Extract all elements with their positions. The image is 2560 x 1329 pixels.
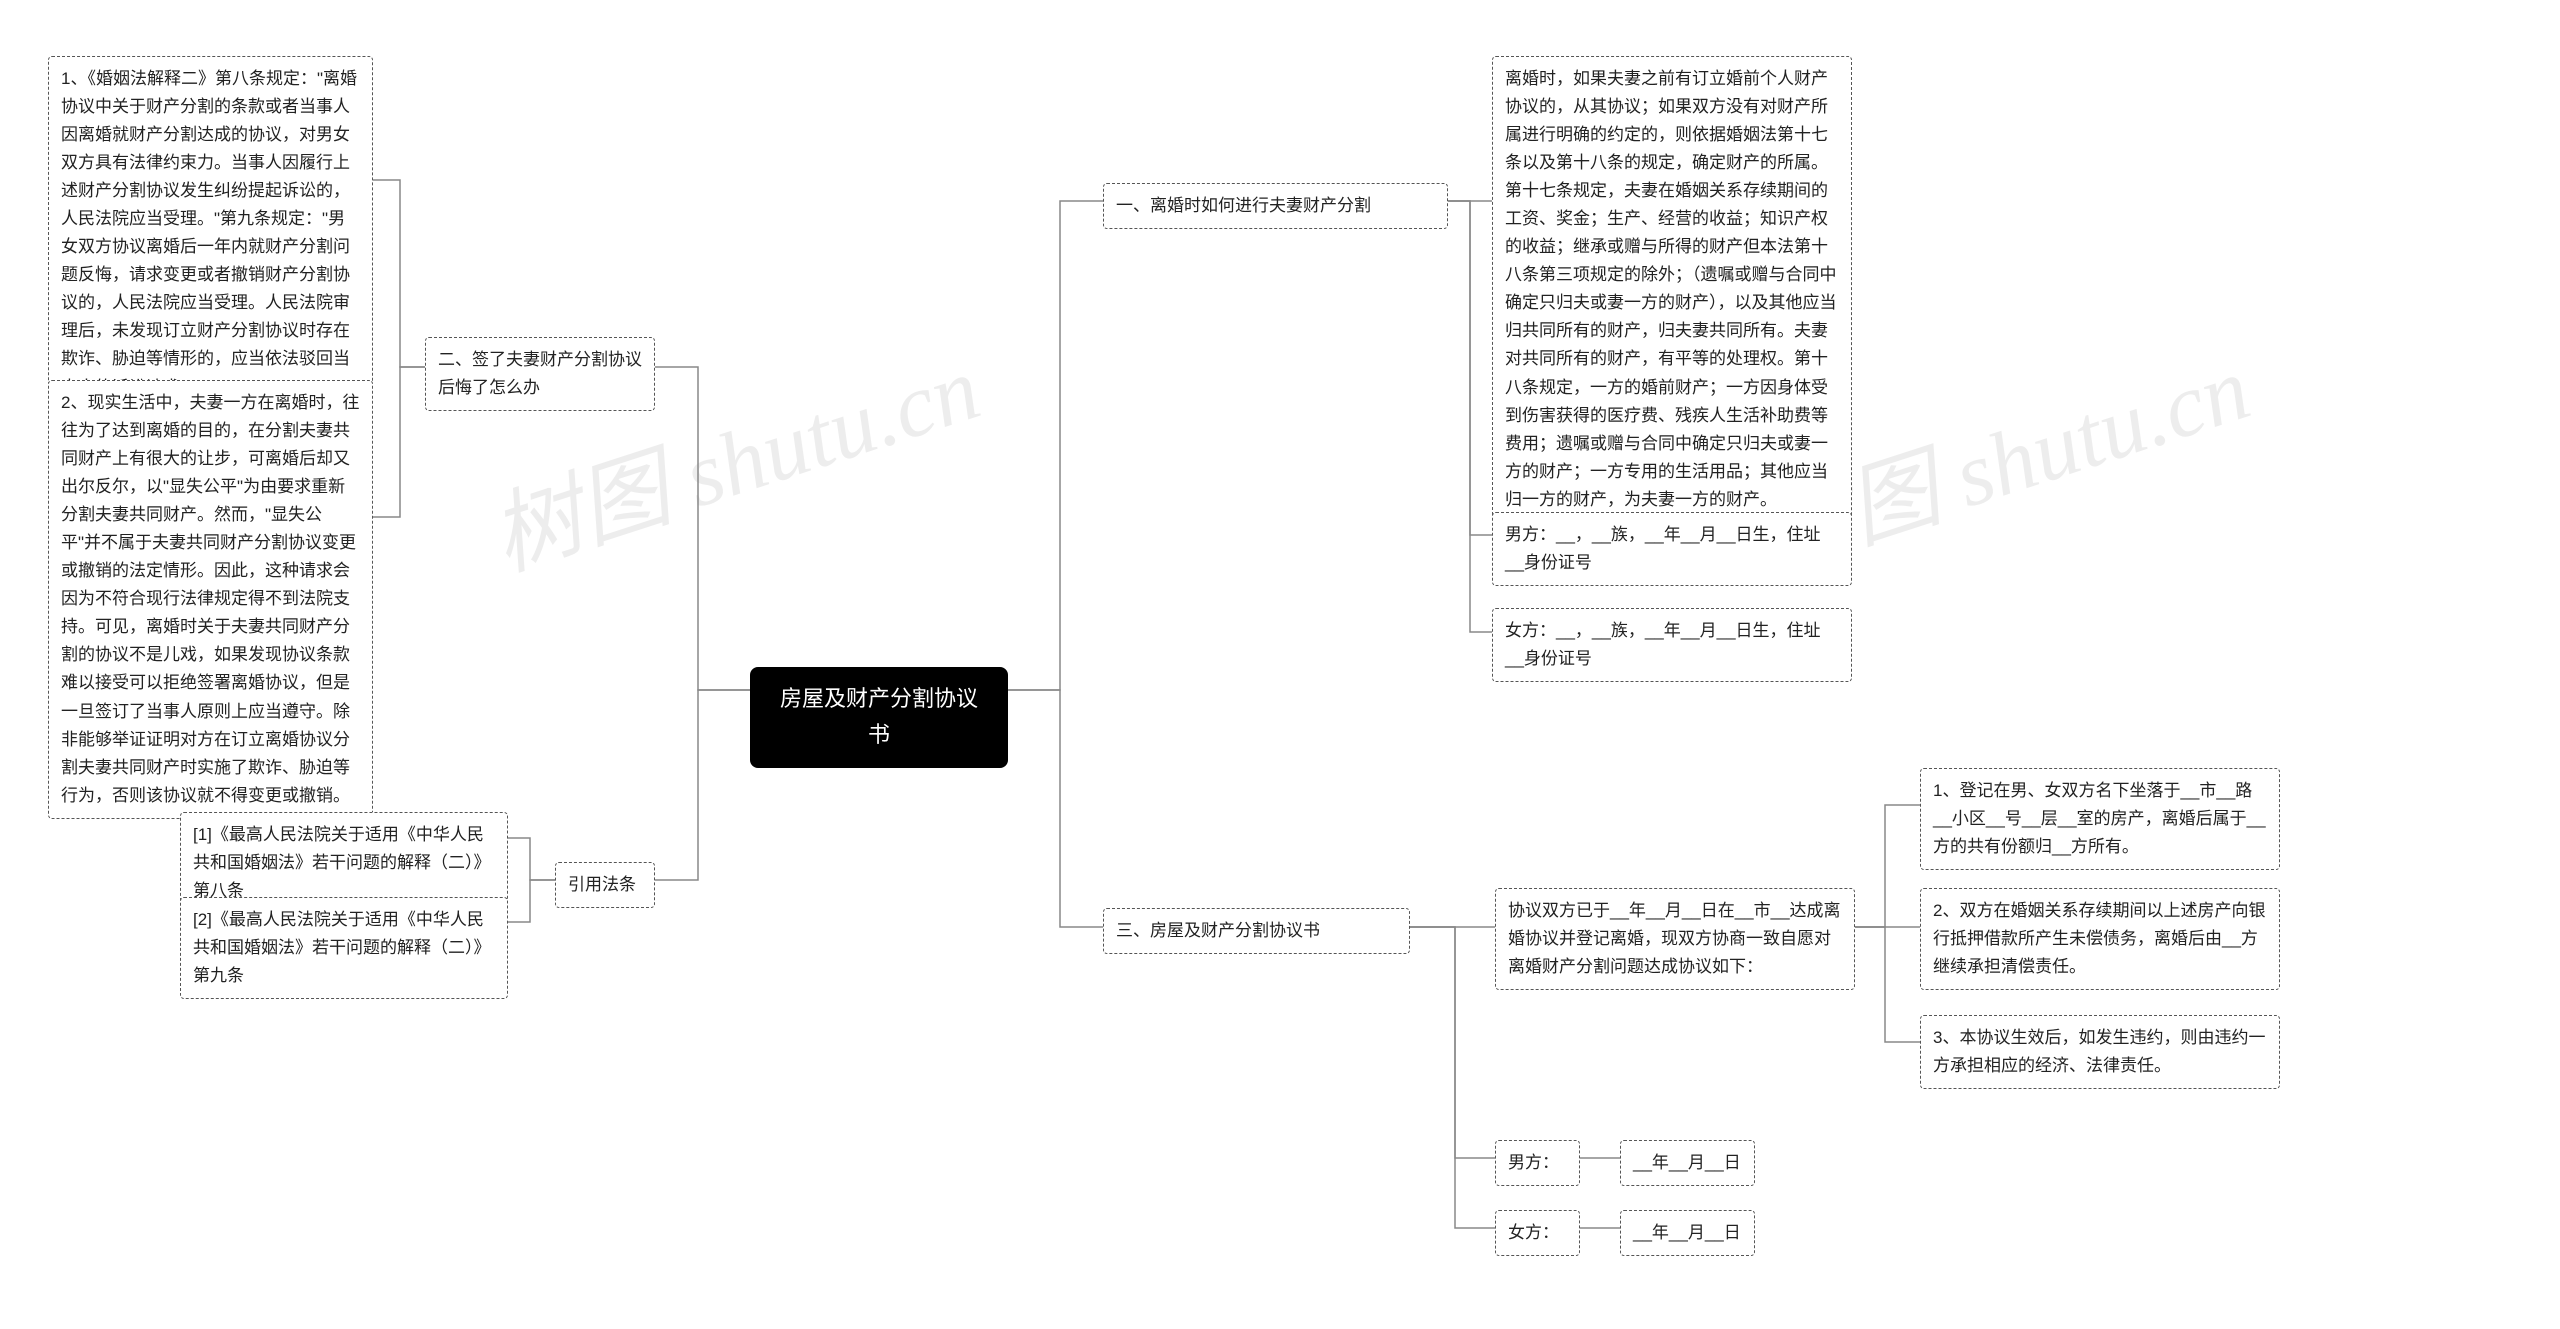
section-1-female: 女方：__，__族，__年__月__日生，住址__身份证号 [1492, 608, 1852, 682]
cite-2: [2]《最高人民法院关于适用《中华人民共和国婚姻法》若干问题的解释（二）》第九条 [180, 897, 508, 999]
root-node: 房屋及财产分割协议书 [750, 667, 1008, 768]
section-3-intro: 协议双方已于__年__月__日在__市__达成离婚协议并登记离婚，现双方协商一致… [1495, 888, 1855, 990]
mindmap-canvas: 树图 shutu.cn 树图 shutu.cn [0, 0, 2560, 1329]
section-2-body1: 1、《婚姻法解释二》第八条规定："离婚协议中关于财产分割的条款或者当事人因离婚就… [48, 56, 373, 411]
section-3-date1: __年__月__日 [1620, 1140, 1755, 1186]
section-3-item1: 1、登记在男、女双方名下坐落于__市__路__小区__号__层__室的房产，离婚… [1920, 768, 2280, 870]
section-3-female-sig: 女方： [1495, 1210, 1580, 1256]
section-1-body: 离婚时，如果夫妻之前有订立婚前个人财产协议的，从其协议；如果双方没有对财产所属进… [1492, 56, 1852, 523]
cite-title: 引用法条 [555, 862, 655, 908]
section-3-item3: 3、本协议生效后，如发生违约，则由违约一方承担相应的经济、法律责任。 [1920, 1015, 2280, 1089]
section-3-title: 三、房屋及财产分割协议书 [1103, 908, 1410, 954]
section-3-date2: __年__月__日 [1620, 1210, 1755, 1256]
section-1-male: 男方：__，__族，__年__月__日生，住址__身份证号 [1492, 512, 1852, 586]
section-3-item2: 2、双方在婚姻关系存续期间以上述房产向银行抵押借款所产生未偿债务，离婚后由__方… [1920, 888, 2280, 990]
section-1-title: 一、离婚时如何进行夫妻财产分割 [1103, 183, 1448, 229]
section-3-male-sig: 男方： [1495, 1140, 1580, 1186]
section-2-title: 二、签了夫妻财产分割协议后悔了怎么办 [425, 337, 655, 411]
section-2-body2: 2、现实生活中，夫妻一方在离婚时，往往为了达到离婚的目的，在分割夫妻共同财产上有… [48, 380, 373, 819]
